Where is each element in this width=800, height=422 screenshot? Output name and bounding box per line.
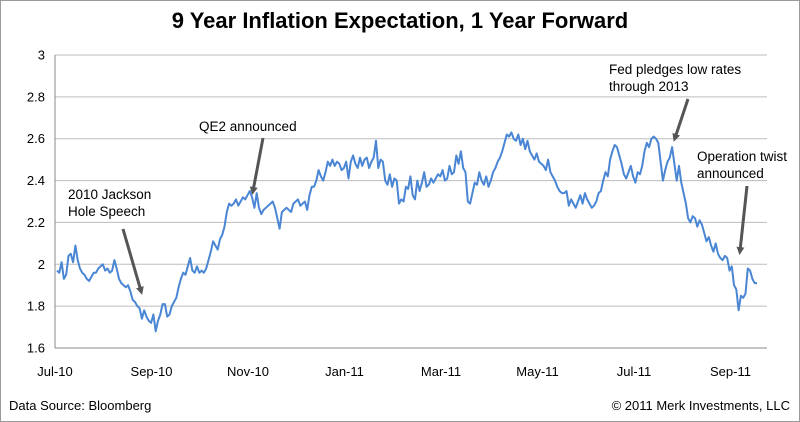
annotation-text: QE2 announced [199,119,297,134]
annotation-text: through 2013 [609,79,689,94]
x-tick-label: Jan-11 [325,364,364,379]
annotation-text: Operation twist [697,149,787,164]
annotation-qe2: QE2 announced [199,119,297,195]
chart-title: 9 Year Inflation Expectation, 1 Year For… [171,8,629,33]
series-line [56,131,757,333]
annotations: 2010 Jackson Hole Speech QE2 announced Fed … [68,62,787,295]
y-tick-label: 1.8 [27,299,45,314]
x-tick-label: Sep-11 [710,364,751,379]
x-tick-label: Nov-10 [227,364,269,379]
series-layer [56,131,757,333]
y-tick-label: 2.2 [27,215,45,230]
annotation-jackson-hole: 2010 Jackson Hole Speech [68,187,151,295]
annotation-text: announced [697,166,764,181]
x-tick-label: Jul-11 [617,364,651,379]
annotation-text: Hole Speech [68,204,145,219]
x-tick-label: Mar-11 [421,364,461,379]
x-tick-label: Jul-10 [37,364,72,379]
y-tick-label: 1.6 [27,341,45,356]
annotation-arrow [249,137,265,195]
annotation-arrow [736,185,749,255]
y-tick-label: 2 [38,257,45,272]
annotation-arrow [121,228,144,295]
annotation-text: Fed pledges low rates [609,62,741,77]
x-tick-label: Sep-10 [131,364,173,379]
annotation-text: 2010 Jackson [68,187,151,202]
axes: 1.6 1.8 2 2.2 2.4 2.6 2.8 3 Jul-10 Sep-10 Nov-10 Ja… [27,48,767,379]
annotation-arrow [672,98,690,142]
annotation-operation-twist: Operation twist announced [697,149,787,255]
y-tick-label: 2.6 [27,131,45,146]
annotation-fed-pledge: Fed pledges low rates through 2013 [609,62,741,142]
copyright-note: © 2011 Merk Investments, LLC [611,398,790,413]
y-tick-label: 2.8 [27,89,45,104]
y-tick-label: 3 [38,48,45,63]
x-tick-label: May-11 [516,364,558,379]
gridlines [55,54,767,307]
data-source-note: Data Source: Bloomberg [9,398,152,413]
y-tick-label: 2.4 [27,173,45,188]
